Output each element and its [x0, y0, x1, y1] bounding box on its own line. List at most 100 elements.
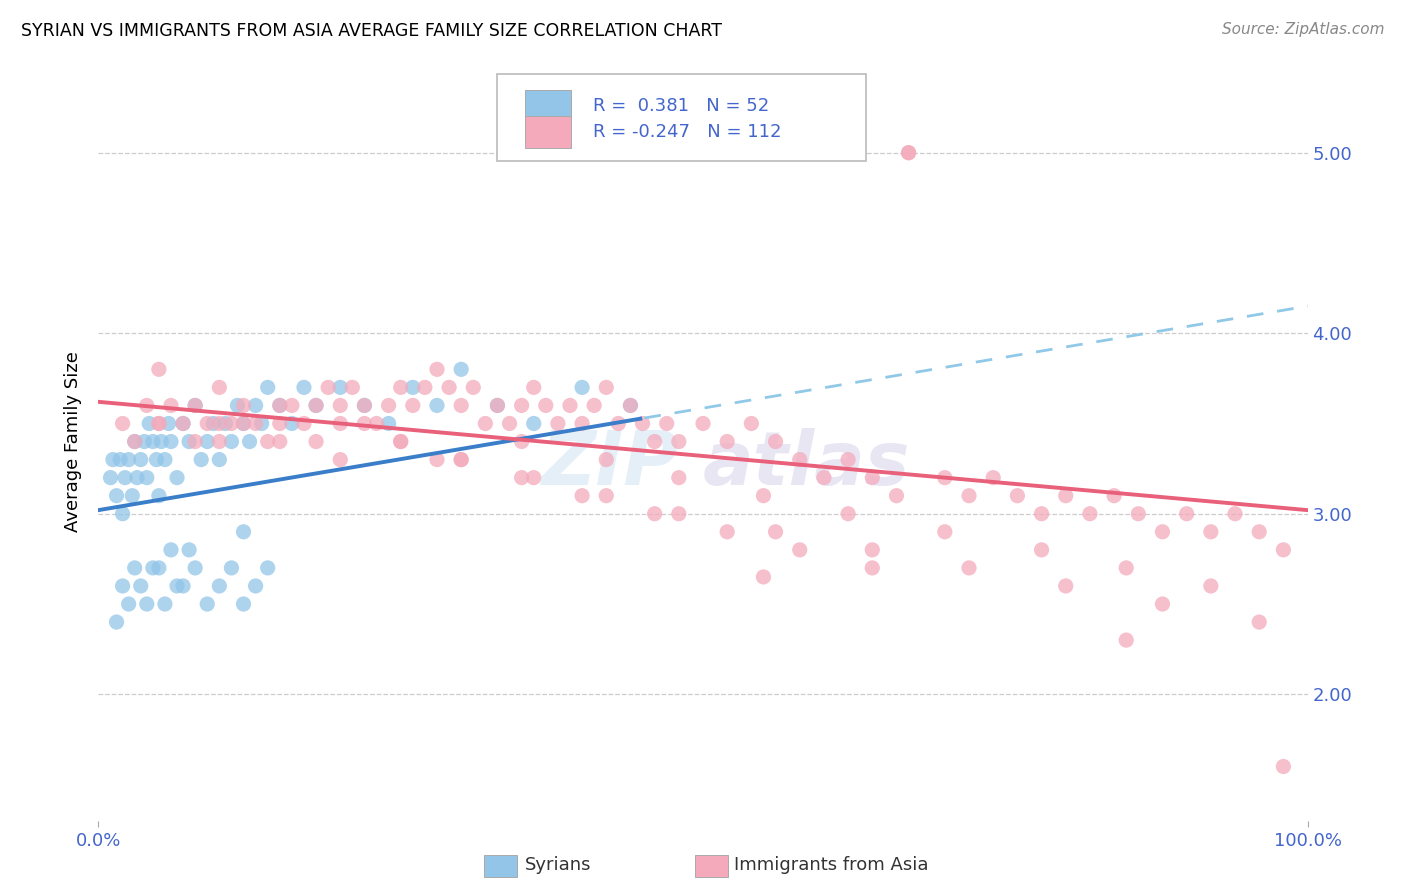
Point — [329, 399, 352, 413]
Point — [860, 561, 883, 575]
Point — [981, 470, 1004, 484]
Point — [426, 399, 449, 413]
Point — [1272, 542, 1295, 557]
Point — [208, 434, 231, 449]
Point — [214, 417, 236, 431]
Point — [111, 417, 134, 431]
Point — [108, 452, 131, 467]
Point — [668, 434, 690, 449]
Point — [837, 452, 859, 467]
Point — [114, 470, 136, 484]
Point — [172, 417, 194, 431]
Point — [1031, 507, 1053, 521]
Point — [172, 579, 194, 593]
Point — [692, 417, 714, 431]
Point — [250, 417, 273, 431]
Point — [450, 452, 472, 467]
Point — [269, 399, 291, 413]
Point — [619, 399, 641, 413]
Point — [1272, 759, 1295, 773]
Point — [127, 470, 149, 484]
Point — [1054, 579, 1077, 593]
Point — [353, 399, 375, 413]
Point — [571, 489, 593, 503]
Point — [607, 417, 630, 431]
Point — [571, 417, 593, 431]
Point — [752, 570, 775, 584]
Point — [239, 434, 262, 449]
Point — [292, 417, 315, 431]
Point — [523, 417, 546, 431]
Point — [342, 380, 364, 394]
Point — [256, 380, 278, 394]
Point — [184, 399, 207, 413]
Point — [523, 380, 546, 394]
Point — [897, 145, 920, 160]
Point — [740, 417, 762, 431]
Text: R = -0.247   N = 112: R = -0.247 N = 112 — [593, 123, 782, 141]
Bar — [526, 116, 571, 148]
Point — [160, 542, 183, 557]
FancyBboxPatch shape — [498, 74, 866, 161]
Point — [389, 434, 412, 449]
Point — [716, 434, 738, 449]
Point — [377, 399, 399, 413]
Point — [232, 597, 254, 611]
Point — [166, 470, 188, 484]
Point — [1199, 524, 1222, 539]
Point — [595, 452, 617, 467]
Point — [129, 579, 152, 593]
Point — [631, 417, 654, 431]
Point — [366, 417, 388, 431]
Point — [619, 399, 641, 413]
Point — [1223, 507, 1246, 521]
Point — [148, 417, 170, 431]
Point — [474, 417, 496, 431]
Point — [595, 380, 617, 394]
Point — [111, 507, 134, 521]
Point — [498, 417, 520, 431]
Point — [184, 399, 207, 413]
Point — [316, 380, 339, 394]
Point — [765, 434, 787, 449]
Point — [1128, 507, 1150, 521]
Point — [124, 434, 146, 449]
Point — [813, 470, 835, 484]
Point — [195, 417, 218, 431]
Point — [179, 542, 201, 557]
Point — [1054, 489, 1077, 503]
Point — [160, 399, 183, 413]
Point — [221, 417, 243, 431]
Point — [153, 452, 176, 467]
Point — [145, 452, 167, 467]
Point — [595, 489, 617, 503]
Point — [135, 399, 157, 413]
Point — [138, 417, 160, 431]
Point — [142, 434, 165, 449]
Point — [208, 452, 231, 467]
Point — [450, 452, 472, 467]
Point — [353, 417, 375, 431]
Point — [644, 507, 666, 521]
Point — [118, 452, 141, 467]
Point — [402, 399, 425, 413]
Point — [1175, 507, 1198, 521]
Point — [463, 380, 485, 394]
Point — [129, 452, 152, 467]
Point — [190, 452, 212, 467]
Point — [486, 399, 509, 413]
Point — [1199, 579, 1222, 593]
Point — [157, 417, 180, 431]
Point — [150, 434, 173, 449]
Point — [558, 399, 581, 413]
Point — [111, 579, 134, 593]
Point — [668, 470, 690, 484]
Point — [329, 380, 352, 394]
Point — [100, 470, 122, 484]
Point — [668, 507, 690, 521]
Point — [534, 399, 557, 413]
Point — [860, 470, 883, 484]
Point — [121, 489, 143, 503]
Text: Syrians: Syrians — [524, 856, 591, 874]
Point — [1152, 524, 1174, 539]
